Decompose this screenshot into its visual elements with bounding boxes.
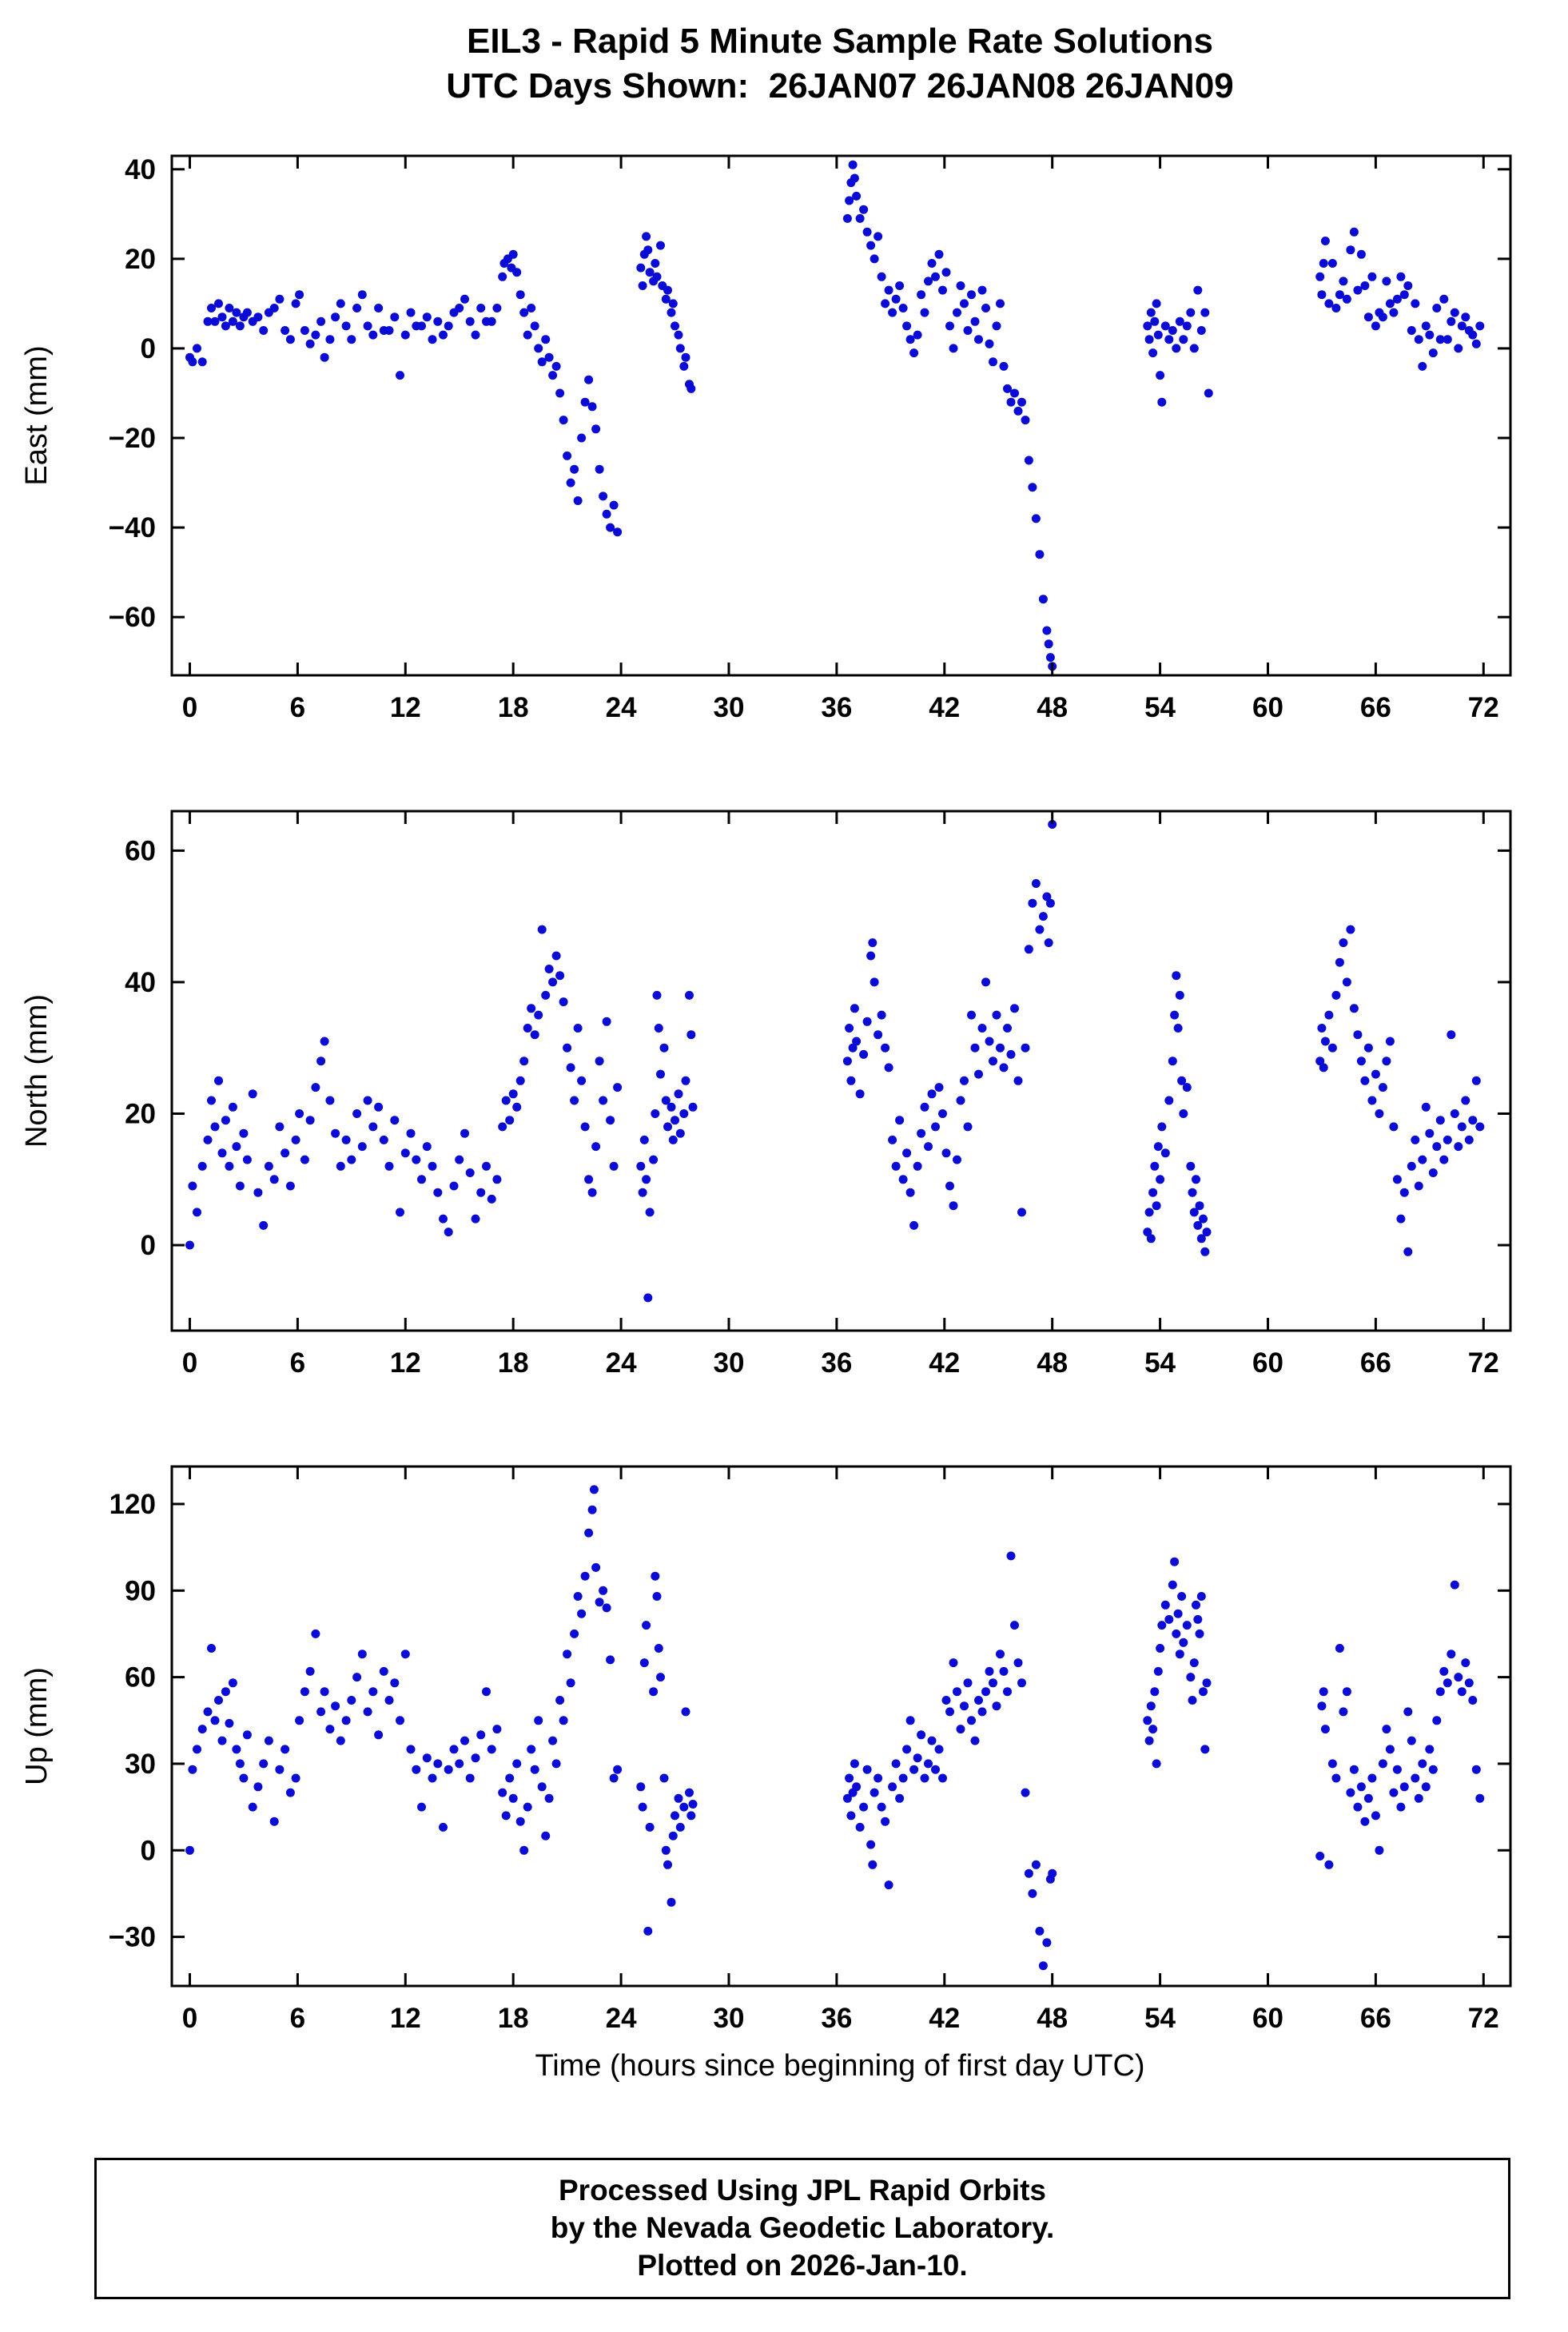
north-xtick-label: 60: [1252, 1347, 1283, 1379]
chart-title-line1: EIL3 - Rapid 5 Minute Sample Rate Soluti…: [467, 22, 1213, 61]
chart-title-line2: UTC Days Shown: 26JAN07 26JAN08 26JAN09: [446, 66, 1234, 105]
north-ytick-label: 0: [141, 1230, 156, 1261]
north-xtick-label: 24: [606, 1347, 637, 1379]
east-xtick-label: 18: [498, 692, 529, 723]
east-xtick-label: 48: [1037, 692, 1068, 723]
up-ytick-label: 30: [125, 1749, 156, 1780]
north-xtick-label: 42: [929, 1347, 960, 1379]
north-xtick-label: 48: [1037, 1347, 1068, 1379]
north-xtick-label: 18: [498, 1347, 529, 1379]
north-points: [185, 820, 1485, 1303]
footer-line1: Processed Using JPL Rapid Orbits: [559, 2174, 1046, 2207]
north-xtick-label: 54: [1144, 1347, 1176, 1379]
north-xtick-label: 30: [714, 1347, 745, 1379]
east-ytick-label: 20: [125, 244, 156, 275]
up-xtick-label: 66: [1360, 2003, 1391, 2034]
north-xtick-label: 0: [182, 1347, 197, 1379]
footer-line3: Plotted on 2026-Jan-10.: [637, 2249, 968, 2282]
up-xtick-label: 24: [606, 2003, 637, 2034]
footer-box: Processed Using JPL Rapid Orbits by the …: [94, 2158, 1510, 2299]
footer-line2: by the Nevada Geodetic Laboratory.: [550, 2211, 1055, 2244]
up-plot-border: [170, 1465, 1512, 1988]
up-ylabel: Up (mm): [20, 1667, 54, 1785]
east-plot-border: [170, 154, 1512, 677]
north-ytick-label: 60: [125, 835, 156, 866]
east-xtick-label: 24: [606, 692, 637, 723]
east-ytick-label: −20: [109, 423, 156, 454]
east-xtick-label: 54: [1144, 692, 1176, 723]
north-xtick-label: 36: [821, 1347, 852, 1379]
up-xtick-label: 6: [290, 2003, 305, 2034]
up-xtick-label: 18: [498, 2003, 529, 2034]
east-xtick-label: 0: [182, 692, 197, 723]
north-plot-border: [170, 810, 1512, 1332]
up-xtick-label: 54: [1144, 2003, 1176, 2034]
up-ytick-label: 90: [125, 1575, 156, 1606]
up-xtick-label: 60: [1252, 2003, 1283, 2034]
north-xtick-label: 6: [290, 1347, 305, 1379]
east-ytick-label: 40: [125, 154, 156, 185]
east-ylabel: East (mm): [20, 345, 54, 485]
north-xtick-label: 72: [1468, 1347, 1499, 1379]
east-ytick-label: 0: [141, 333, 156, 364]
east-points: [185, 160, 1485, 671]
up-ytick-label: −30: [109, 1922, 156, 1953]
east-xtick-label: 36: [821, 692, 852, 723]
north-xtick-label: 66: [1360, 1347, 1391, 1379]
up-xtick-label: 42: [929, 2003, 960, 2034]
up-ytick-label: 60: [125, 1662, 156, 1693]
east-xtick-label: 12: [390, 692, 421, 723]
x-axis-title: Time (hours since beginning of first day…: [535, 2049, 1145, 2083]
east-xtick-label: 72: [1468, 692, 1499, 723]
north-ytick-label: 20: [125, 1098, 156, 1129]
up-ytick-label: 0: [141, 1835, 156, 1866]
up-plot: 0 6 12 18 24 30 36 42 48 54 60 66 72 −30 0 30 60 90 120 Up …: [20, 1465, 1512, 2034]
north-ytick-label: 40: [125, 967, 156, 998]
up-xtick-label: 0: [182, 2003, 197, 2034]
up-points: [185, 1485, 1485, 1971]
east-ytick-label: −60: [109, 602, 156, 633]
north-plot: 0 6 12 18 24 30 36 42 48 54 60 66 72 0 20 40 60 North (mm…: [20, 810, 1512, 1379]
east-xtick-label: 30: [714, 692, 745, 723]
east-xtick-label: 42: [929, 692, 960, 723]
east-xtick-label: 66: [1360, 692, 1391, 723]
up-xtick-label: 48: [1037, 2003, 1068, 2034]
up-xtick-label: 36: [821, 2003, 852, 2034]
up-xtick-label: 12: [390, 2003, 421, 2034]
north-ylabel: North (mm): [20, 994, 54, 1148]
east-ytick-label: −40: [109, 512, 156, 543]
east-plot: 0 6 12 18 24 30 36 42 48 54 60 66 72 −60 −40 −20 0 20 40 Ea…: [20, 154, 1512, 723]
chart-title-block: EIL3 - Rapid 5 Minute Sample Rate Soluti…: [0, 0, 1568, 152]
up-xtick-label: 30: [714, 2003, 745, 2034]
up-xtick-label: 72: [1468, 2003, 1499, 2034]
east-xtick-label: 6: [290, 692, 305, 723]
north-xtick-label: 12: [390, 1347, 421, 1379]
east-xtick-label: 60: [1252, 692, 1283, 723]
up-ytick-label: 120: [109, 1489, 156, 1520]
